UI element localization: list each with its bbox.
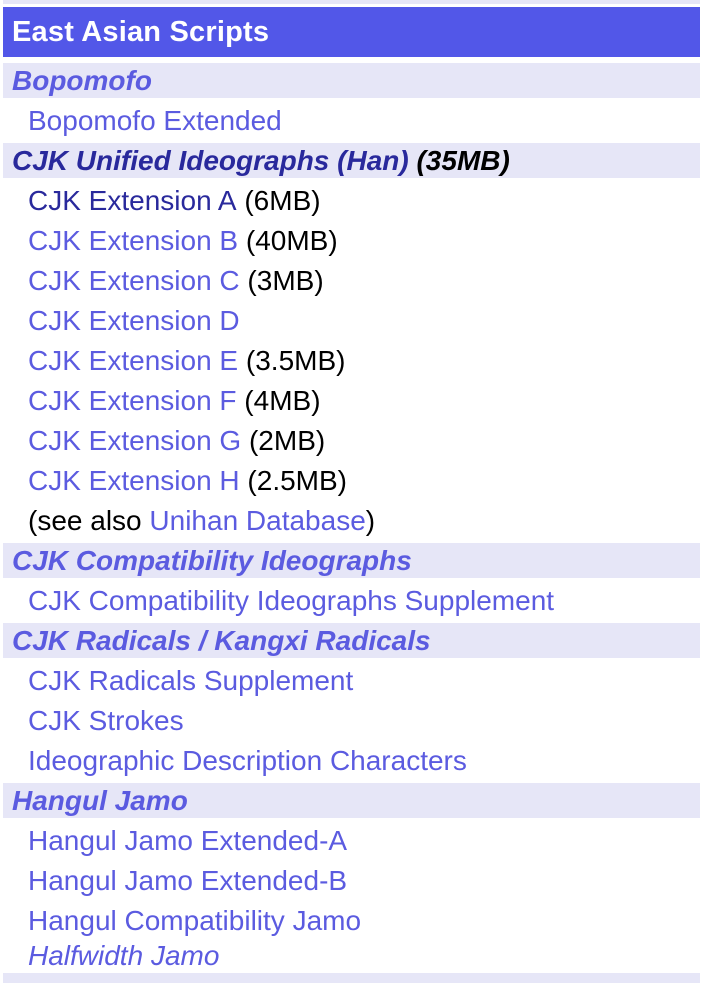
- block-link-row: Ideographic Description Characters: [3, 741, 700, 781]
- east-asian-scripts-table: East Asian Scripts Bopomofo Bopomofo Exte…: [3, 0, 700, 983]
- block-link[interactable]: CJK Extension A: [28, 185, 237, 216]
- see-also-text: (see also: [28, 505, 150, 536]
- see-also-row: (see also Unihan Database): [3, 501, 700, 541]
- section-link[interactable]: Bopomofo: [12, 64, 152, 96]
- block-link-row: CJK Extension G (2MB): [3, 421, 700, 461]
- clipped-row-top: [3, 0, 700, 4]
- block-link[interactable]: Hangul Compatibility Jamo: [28, 905, 362, 936]
- section-link[interactable]: CJK Compatibility Ideographs: [12, 544, 412, 576]
- block-link-row: CJK Extension C (3MB): [3, 261, 700, 301]
- block-link[interactable]: CJK Extension G: [28, 425, 242, 456]
- block-link[interactable]: CJK Radicals Supplement: [28, 665, 354, 696]
- block-link-row: Halfwidth Jamo: [3, 940, 700, 971]
- section-header-row: CJK Radicals / Kangxi Radicals: [3, 623, 700, 658]
- file-size-label: (6MB): [236, 185, 321, 216]
- section-header-row: CJK Compatibility Ideographs: [3, 543, 700, 578]
- block-link[interactable]: CJK Extension F: [28, 385, 237, 416]
- block-link-row: CJK Extension D: [3, 301, 700, 341]
- file-size-label: (3.5MB): [238, 345, 346, 376]
- section-header-row: CJK Unified Ideographs (Han) (35MB): [3, 143, 700, 178]
- block-link[interactable]: CJK Strokes: [28, 705, 184, 736]
- file-size-label: (40MB): [238, 225, 338, 256]
- section-link[interactable]: CJK Unified Ideographs (Han): [12, 144, 409, 176]
- block-link-row: CJK Extension H (2.5MB): [3, 461, 700, 501]
- section-link[interactable]: CJK Radicals / Kangxi Radicals: [12, 624, 431, 656]
- block-link-row: CJK Compatibility Ideographs Supplement: [3, 581, 700, 621]
- block-link[interactable]: CJK Extension B: [28, 225, 239, 256]
- block-link-row: Bopomofo Extended: [3, 101, 700, 141]
- file-size-label: (2.5MB): [239, 465, 347, 496]
- block-link-row: CJK Radicals Supplement: [3, 661, 700, 701]
- file-size-label: (2MB): [241, 425, 326, 456]
- block-link-row: CJK Extension E (3.5MB): [3, 341, 700, 381]
- block-link[interactable]: CJK Compatibility Ideographs Supplement: [28, 585, 555, 616]
- block-link[interactable]: Ideographic Description Characters: [28, 745, 467, 776]
- block-link-row: CJK Extension F (4MB): [3, 381, 700, 421]
- block-link-row: CJK Extension B (40MB): [3, 221, 700, 261]
- block-link-row: CJK Extension A (6MB): [3, 181, 700, 221]
- block-link-row: Hangul Compatibility Jamo: [3, 901, 700, 941]
- block-link[interactable]: Bopomofo Extended: [28, 105, 282, 136]
- block-link[interactable]: CJK Extension C: [28, 265, 240, 296]
- file-size-label: (4MB): [236, 385, 321, 416]
- section-link[interactable]: Hangul Jamo: [12, 784, 188, 816]
- file-size-label: (35MB): [408, 144, 510, 176]
- block-link-row: CJK Strokes: [3, 701, 700, 741]
- charts-rows: Bopomofo Bopomofo Extended CJK Unified Ide…: [3, 61, 700, 971]
- section-header-row: Hangul Jamo: [3, 783, 700, 818]
- see-also-close-paren: ): [365, 505, 376, 536]
- block-link[interactable]: Hangul Jamo Extended-A: [28, 825, 348, 856]
- block-link[interactable]: Halfwidth Jamo: [28, 940, 220, 971]
- section-header-row: Bopomofo: [3, 63, 700, 98]
- block-link[interactable]: CJK Extension D: [28, 305, 240, 336]
- block-link[interactable]: Hangul Jamo Extended-B: [28, 865, 348, 896]
- block-link-row: Hangul Jamo Extended-B: [3, 861, 700, 901]
- section-group-header: East Asian Scripts: [3, 7, 700, 57]
- clipped-row-bottom: [3, 973, 700, 983]
- block-link-row: Hangul Jamo Extended-A: [3, 821, 700, 861]
- unihan-database-link[interactable]: Unihan Database: [149, 505, 366, 536]
- section-group-title: East Asian Scripts: [12, 15, 270, 48]
- file-size-label: (3MB): [239, 265, 324, 296]
- block-link[interactable]: CJK Extension H: [28, 465, 240, 496]
- block-link[interactable]: CJK Extension E: [28, 345, 239, 376]
